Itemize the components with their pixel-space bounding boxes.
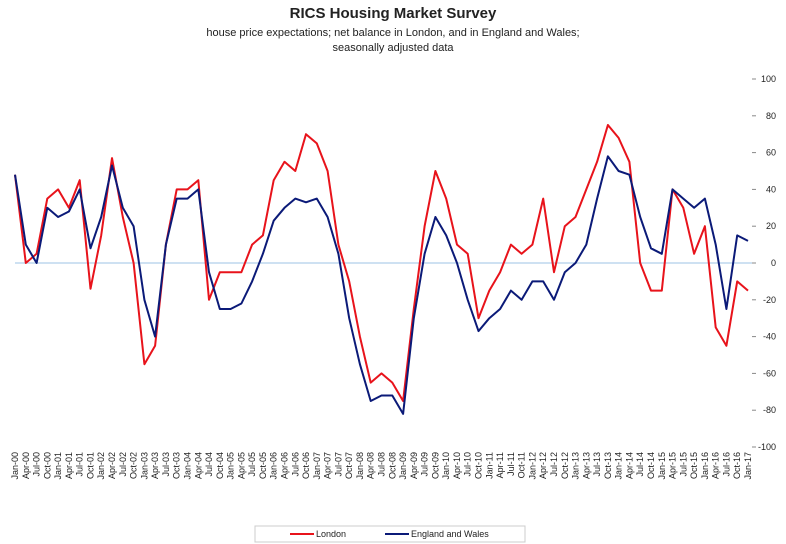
- y-tick-label: 20: [766, 221, 776, 231]
- x-tick-label: Apr-12: [538, 452, 548, 479]
- x-tick-label: Oct-02: [129, 452, 139, 479]
- y-tick-label: 40: [766, 184, 776, 194]
- x-tick-label: Jan-17: [743, 452, 753, 480]
- x-tick-label: Jan-07: [312, 452, 322, 480]
- x-tick-label: Jan-12: [527, 452, 537, 480]
- y-tick-label: 100: [761, 74, 776, 84]
- x-tick-label: Oct-13: [603, 452, 613, 479]
- series-line: [14, 124, 749, 402]
- x-tick-label: Jul-14: [635, 452, 645, 477]
- x-tick-label: Oct-00: [42, 452, 52, 479]
- x-tick-label: Apr-04: [193, 452, 203, 479]
- x-tick-label: Oct-06: [301, 452, 311, 479]
- x-tick-label: Apr-07: [323, 452, 333, 479]
- y-tick-label: 80: [766, 111, 776, 121]
- x-tick-label: Oct-12: [560, 452, 570, 479]
- x-tick-label: Oct-11: [517, 452, 527, 478]
- x-tick-label: Oct-08: [387, 452, 397, 479]
- chart-subtitle: house price expectations; net balance in…: [206, 27, 579, 39]
- x-tick-label: Jul-16: [721, 452, 731, 477]
- x-tick-label: Apr-13: [581, 452, 591, 479]
- x-tick-label: Jan-03: [139, 452, 149, 480]
- x-tick-label: Jan-09: [398, 452, 408, 480]
- x-tick-label: Jan-02: [96, 452, 106, 480]
- chart-title: RICS Housing Market Survey: [290, 5, 497, 22]
- x-tick-label: Jan-10: [441, 452, 451, 480]
- x-tick-label: Jan-13: [571, 452, 581, 480]
- x-tick-label: Oct-15: [689, 452, 699, 479]
- series-line: [14, 155, 749, 415]
- y-tick-label: -20: [763, 295, 776, 305]
- x-tick-label: Apr-16: [711, 452, 721, 479]
- x-tick-label: Apr-14: [624, 452, 634, 479]
- x-tick-label: Jan-04: [182, 452, 192, 480]
- legend-label: London: [316, 529, 346, 539]
- x-tick-label: Jan-08: [355, 452, 365, 480]
- x-tick-label: Jul-10: [463, 452, 473, 477]
- x-tick-label: Jul-08: [377, 452, 387, 477]
- x-tick-label: Apr-00: [21, 452, 31, 479]
- x-tick-label: Apr-09: [409, 452, 419, 479]
- x-tick-label: Oct-14: [646, 452, 656, 479]
- x-tick-label: Jul-07: [333, 452, 343, 477]
- x-tick-label: Jul-11: [506, 452, 516, 476]
- x-tick-label: Jul-06: [290, 452, 300, 477]
- y-tick-label: 60: [766, 148, 776, 158]
- x-tick-label: Apr-08: [366, 452, 376, 479]
- x-tick-label: Apr-10: [452, 452, 462, 479]
- x-tick-label: Jan-01: [53, 452, 63, 480]
- x-tick-label: Apr-15: [668, 452, 678, 479]
- x-tick-label: Jan-11: [484, 452, 494, 479]
- y-tick-label: -80: [763, 405, 776, 415]
- x-tick-label: Jan-05: [226, 452, 236, 480]
- x-tick-label: Oct-04: [215, 452, 225, 479]
- x-tick-label: Apr-05: [236, 452, 246, 479]
- x-tick-label: Jul-02: [118, 452, 128, 477]
- x-tick-label: Jan-00: [10, 452, 20, 480]
- x-tick-label: Oct-05: [258, 452, 268, 479]
- x-tick-label: Oct-10: [474, 452, 484, 479]
- legend-label: England and Wales: [411, 529, 489, 539]
- x-tick-label: Jul-03: [161, 452, 171, 477]
- x-tick-label: Jan-16: [700, 452, 710, 480]
- x-tick-label: Jul-05: [247, 452, 257, 477]
- x-tick-label: Oct-01: [85, 452, 95, 479]
- x-tick-label: Oct-09: [430, 452, 440, 479]
- x-tick-label: Apr-03: [150, 452, 160, 479]
- x-tick-label: Apr-06: [279, 452, 289, 479]
- x-tick-label: Jul-12: [549, 452, 559, 477]
- x-tick-label: Jul-15: [678, 452, 688, 477]
- x-tick-label: Apr-11: [495, 452, 505, 478]
- x-tick-label: Apr-01: [64, 452, 74, 479]
- chart-subtitle: seasonally adjusted data: [332, 42, 454, 54]
- x-tick-label: Jul-01: [75, 452, 85, 477]
- y-tick-label: 0: [771, 258, 776, 268]
- y-tick-label: -100: [758, 442, 776, 452]
- x-tick-label: Jul-13: [592, 452, 602, 477]
- x-tick-label: Jul-00: [32, 452, 42, 477]
- x-tick-label: Jul-04: [204, 452, 214, 477]
- y-tick-label: -40: [763, 332, 776, 342]
- x-tick-label: Oct-03: [172, 452, 182, 479]
- x-tick-label: Oct-16: [732, 452, 742, 479]
- x-tick-label: Jan-06: [269, 452, 279, 480]
- x-tick-label: Oct-07: [344, 452, 354, 479]
- x-tick-label: Jan-14: [614, 452, 624, 480]
- y-tick-label: -60: [763, 368, 776, 378]
- x-tick-label: Jul-09: [420, 452, 430, 477]
- x-tick-label: Jan-15: [657, 452, 667, 480]
- x-tick-label: Apr-02: [107, 452, 117, 479]
